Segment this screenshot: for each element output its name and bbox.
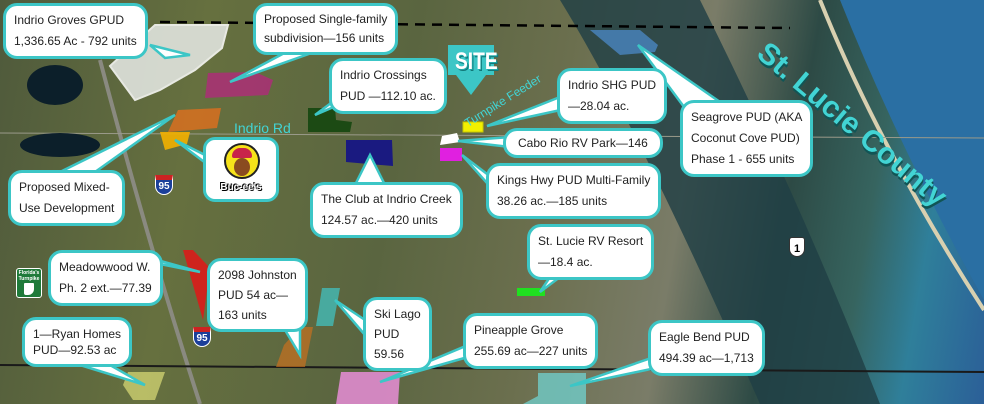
i95-shield-icon: 95 xyxy=(193,327,211,347)
beach xyxy=(818,0,984,312)
callout-johnston: 2098 Johnston PUD 54 ac— 163 units xyxy=(207,258,308,332)
parcel-indrio-shg xyxy=(462,121,484,133)
callout-single-family: Proposed Single-family subdivision—156 un… xyxy=(253,3,399,55)
parcel-kings-hwy xyxy=(440,148,462,161)
us1-shield-icon: 1 xyxy=(789,237,805,257)
parcel-club-indrio-creek xyxy=(346,140,393,166)
site-label: SITE xyxy=(455,48,498,75)
parcel-st-lucie-rv xyxy=(517,288,545,296)
indrio-rd-label: Indrio Rd xyxy=(234,120,291,136)
callout-indrio-crossings: Indrio Crossings PUD —112.10 ac. xyxy=(329,58,447,114)
site-arrow-icon xyxy=(448,45,494,95)
callout-club-indrio-creek: The Club at Indrio Creek 124.57 ac.—420 u… xyxy=(310,182,463,238)
callout-seagrove: Seagrove PUD (AKA Coconut Cove PUD) Phase … xyxy=(680,100,814,177)
i95-road xyxy=(98,59,202,404)
callout-indrio-shg: Indrio SHG PUD —28.04 ac. xyxy=(557,68,668,124)
turnpike-shield-text: Florida's Turnpike xyxy=(18,270,40,282)
callout-pineapple-grove: Pineapple Grove 255.69 ac—227 units xyxy=(463,313,599,369)
parcel-meadowwood xyxy=(183,250,210,320)
callout-cabo-rio: Cabo Rio RV Park—146 xyxy=(503,128,663,158)
callout-ryan-homes: 1—Ryan Homes PUD—92.53 ac xyxy=(22,317,133,367)
parcel-cabo-rio xyxy=(440,133,460,145)
turnpike-shield-icon: Florida's Turnpike xyxy=(16,268,42,298)
florida-shape-icon xyxy=(24,283,34,295)
parcel-single-family xyxy=(205,72,273,98)
callout-eagle-bend: Eagle Bend PUD 494.39 ac—1,713 xyxy=(648,320,765,376)
lake xyxy=(20,133,100,157)
callout-st-lucie-rv: St. Lucie RV Resort —18.4 ac. xyxy=(527,224,655,280)
lake xyxy=(27,65,83,105)
callout-mixed-use: Proposed Mixed- Use Development xyxy=(8,170,126,226)
parcel-ski-lago xyxy=(316,288,340,326)
callout-meadowwood: Meadowwood W. Ph. 2 ext.—77.39 xyxy=(48,250,163,306)
callout-indrio-groves: Indrio Groves GPUD 1,336.65 Ac - 792 unit… xyxy=(3,3,148,59)
parcel-eagle-bend xyxy=(523,373,586,404)
bucees-logo: Buc-ee's xyxy=(203,137,279,202)
callout-ski-lago: Ski Lago PUD 59.56 xyxy=(363,297,432,371)
ocean xyxy=(840,0,984,300)
parcel-mixed-use xyxy=(168,108,221,132)
i95-shield-icon: 95 xyxy=(155,175,173,195)
callout-kings-hwy: Kings Hwy PUD Multi-Family 38.26 ac.—185 … xyxy=(486,163,662,219)
